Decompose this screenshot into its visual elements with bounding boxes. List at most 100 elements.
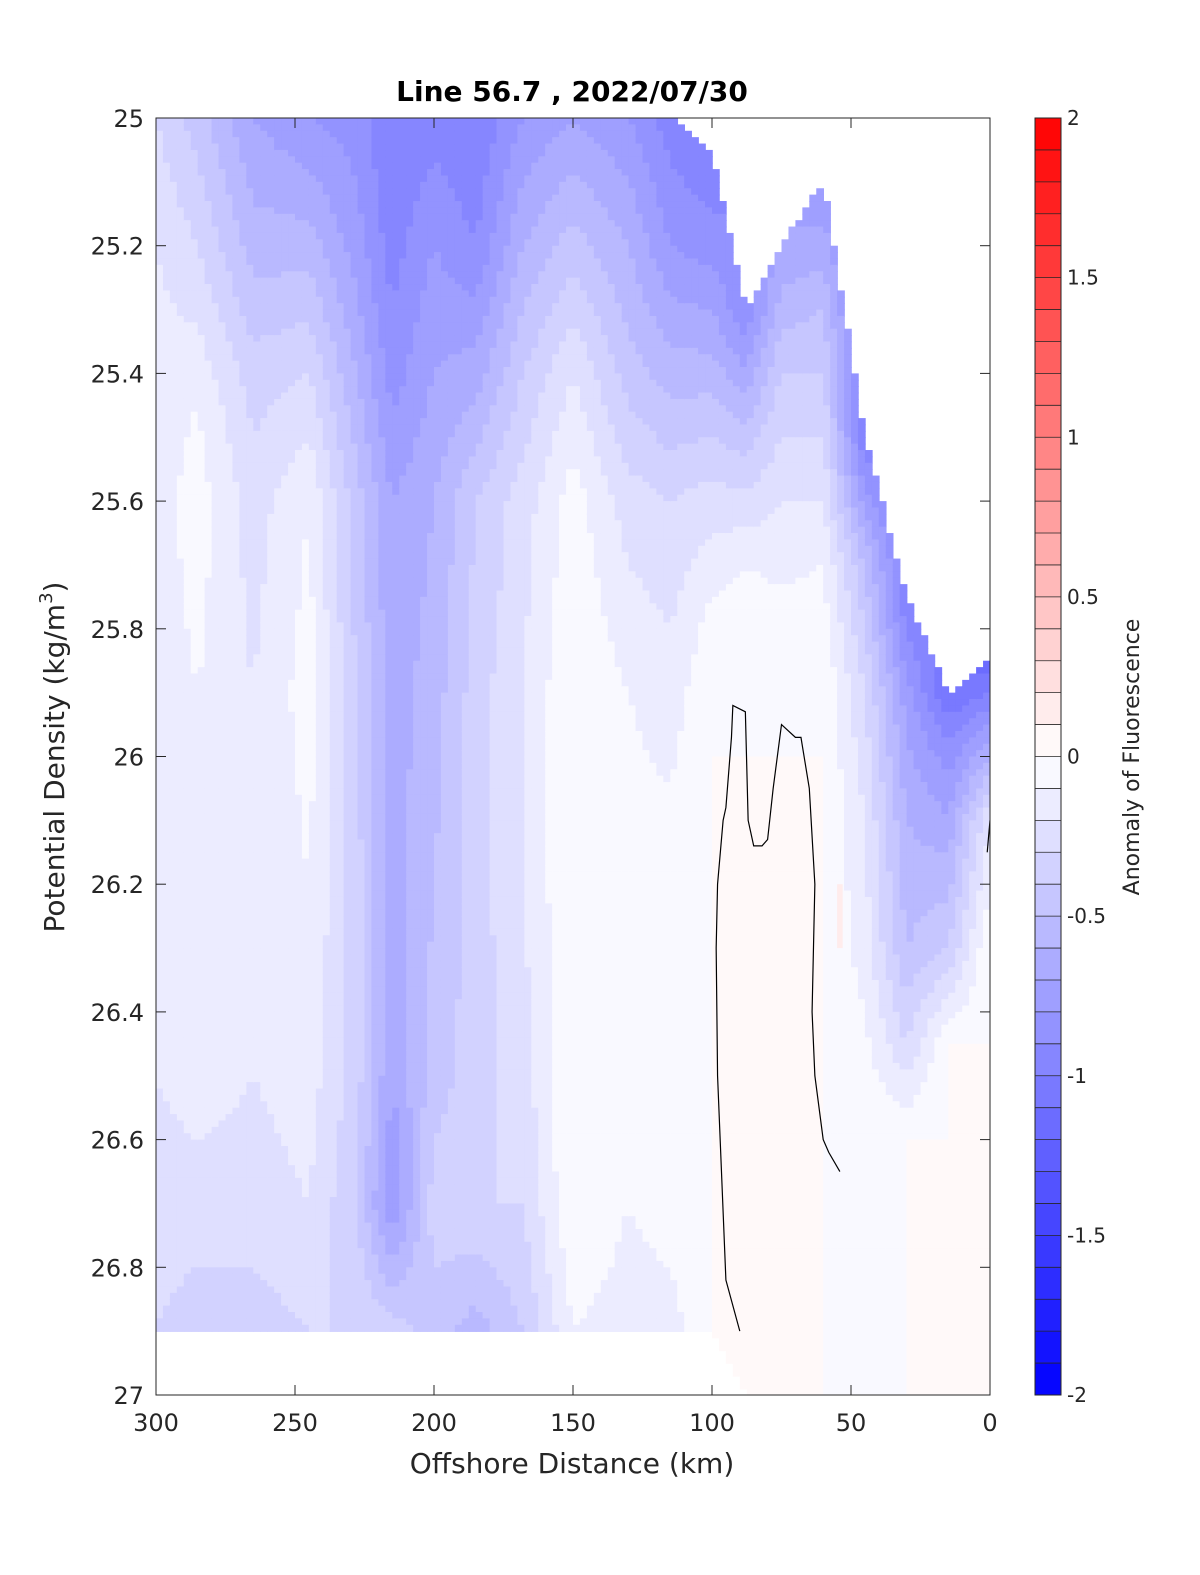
contour-cell [177, 565, 185, 572]
contour-cell [295, 935, 303, 942]
contour-cell [205, 820, 213, 827]
contour-cell [260, 629, 268, 636]
contour-cell [330, 986, 338, 993]
contour-cell [302, 450, 310, 457]
contour-cell [302, 329, 310, 336]
contour-cell [226, 776, 234, 783]
contour-cell [170, 469, 178, 476]
contour-cell [232, 923, 240, 930]
contour-cell [219, 884, 227, 891]
contour-cell [239, 1210, 247, 1217]
contour-cell [205, 284, 213, 291]
contour-cell [239, 648, 247, 655]
contour-cell [295, 310, 303, 317]
contour-cell [281, 1293, 289, 1300]
contour-cell [177, 284, 185, 291]
contour-cell [191, 1076, 199, 1083]
contour-cell [253, 629, 261, 636]
contour-cell [253, 1172, 261, 1179]
contour-cell [163, 278, 171, 285]
contour-cell [323, 488, 331, 495]
contour-cell [302, 661, 310, 668]
contour-cell [274, 335, 282, 342]
contour-cell [281, 1127, 289, 1134]
contour-cell [198, 1261, 206, 1268]
contour-cell [316, 329, 324, 336]
contour-cell [330, 897, 338, 904]
contour-cell [156, 195, 164, 202]
contour-cell [281, 820, 289, 827]
contour-cell [316, 450, 324, 457]
contour-cell [191, 1146, 199, 1153]
contour-cell [212, 808, 220, 815]
contour-cell [330, 144, 338, 151]
contour-cell [281, 603, 289, 610]
contour-cell [219, 974, 227, 981]
contour-cell [323, 246, 331, 253]
contour-cell [288, 648, 296, 655]
contour-cell [253, 131, 261, 138]
contour-cell [288, 686, 296, 693]
contour-cell [281, 322, 289, 329]
contour-cell [267, 1242, 275, 1249]
contour-cell [274, 942, 282, 949]
contour-cell [184, 948, 192, 955]
contour-cell [309, 1165, 317, 1172]
contour-cell [163, 808, 171, 815]
contour-cell [163, 648, 171, 655]
contour-cell [302, 667, 310, 674]
contour-cell [184, 1178, 192, 1185]
contour-cell [205, 642, 213, 649]
contour-cell [330, 1120, 338, 1127]
contour-cell [226, 258, 234, 265]
contour-cell [267, 175, 275, 182]
contour-cell [198, 661, 206, 668]
contour-cell [198, 456, 206, 463]
contour-cell [170, 207, 178, 214]
contour-cell [205, 929, 213, 936]
contour-cell [212, 144, 220, 151]
contour-cell [316, 1318, 324, 1325]
contour-cell [330, 1057, 338, 1064]
contour-cell [170, 942, 178, 949]
contour-cell [177, 1076, 185, 1083]
contour-cell [156, 1120, 164, 1127]
contour-cell [191, 361, 199, 368]
contour-cell [198, 559, 206, 566]
contour-cell [191, 527, 199, 534]
contour-cell [309, 1191, 317, 1198]
contour-cell [232, 693, 240, 700]
contour-cell [246, 520, 254, 527]
contour-cell [170, 610, 178, 617]
contour-cell [191, 1159, 199, 1166]
contour-cell [170, 757, 178, 764]
contour-cell [226, 354, 234, 361]
contour-cell [267, 1082, 275, 1089]
contour-cell [226, 271, 234, 278]
contour-cell [281, 584, 289, 591]
contour-cell [295, 954, 303, 961]
contour-cell [253, 182, 261, 189]
contour-cell [274, 840, 282, 847]
contour-cell [309, 290, 317, 297]
contour-cell [219, 725, 227, 732]
contour-cell [316, 929, 324, 936]
contour-cell [246, 846, 254, 853]
contour-cell [191, 1006, 199, 1013]
contour-cell [267, 1152, 275, 1159]
contour-cell [177, 993, 185, 1000]
contour-cell [177, 1152, 185, 1159]
contour-cell [163, 610, 171, 617]
contour-cell [295, 884, 303, 891]
contour-cell [177, 846, 185, 853]
contour-cell [232, 150, 240, 157]
contour-cell [198, 622, 206, 629]
contour-cell [232, 1133, 240, 1140]
contour-cell [191, 1306, 199, 1313]
contour-cell [323, 137, 331, 144]
contour-cell [260, 182, 268, 189]
contour-cell [330, 1261, 338, 1268]
contour-cell [246, 412, 254, 419]
contour-cell [191, 354, 199, 361]
contour-cell [281, 1044, 289, 1051]
